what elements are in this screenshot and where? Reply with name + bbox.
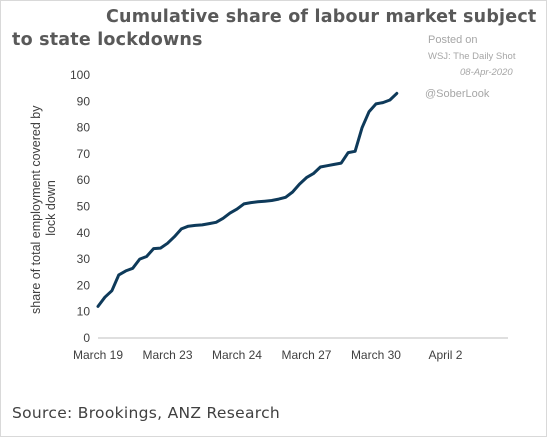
- source-note: Source: Brookings, ANZ Research: [12, 404, 281, 422]
- plot-area: [96, 91, 399, 308]
- y-axis-label: share of total employment covered by loc…: [29, 102, 58, 314]
- chart-title-line-1: Cumulative share of labour market subjec…: [106, 7, 537, 27]
- y-tick-label: 100: [70, 68, 90, 82]
- y-tick-label: 40: [77, 226, 91, 240]
- y-tick-label: 70: [77, 147, 91, 161]
- x-tick-label: March 23: [142, 348, 192, 362]
- y-tick-label: 10: [77, 305, 91, 319]
- x-axis: March 19 March 23 March 24 March 27 March 30…: [73, 337, 508, 362]
- y-tick-label: 20: [77, 278, 91, 292]
- chart-title: Cumulative share of labour market subjec…: [12, 6, 537, 52]
- x-tick-label: March 30: [351, 348, 401, 362]
- x-tick-label: April 2: [428, 348, 462, 362]
- watermark-handle: @SoberLook: [425, 88, 490, 100]
- x-tick-label: March 24: [212, 348, 262, 362]
- y-tick-label: 80: [77, 121, 91, 135]
- watermark-source: WSJ: The Daily Shot: [428, 51, 516, 62]
- y-axis-label-line-1: share of total employment covered by: [29, 105, 43, 314]
- y-tick-label: 60: [77, 173, 91, 187]
- y-tick-label: 50: [77, 200, 91, 214]
- chart-title-line-2: to state lockdowns: [12, 30, 203, 50]
- watermark-posted: Posted on: [428, 34, 478, 46]
- x-tick-label: March 27: [281, 348, 331, 362]
- x-tick-label: March 19: [73, 348, 123, 362]
- y-tick-label: 0: [83, 331, 90, 345]
- y-axis: 0 10 20 30 40 50 60 70 80 90 100: [70, 68, 90, 345]
- y-tick-label: 90: [77, 94, 91, 108]
- series-line: [96, 91, 399, 308]
- y-axis-label-line-2: lock down: [44, 180, 58, 236]
- watermark-date: 08-Apr-2020: [460, 67, 513, 78]
- y-tick-label: 30: [77, 252, 91, 266]
